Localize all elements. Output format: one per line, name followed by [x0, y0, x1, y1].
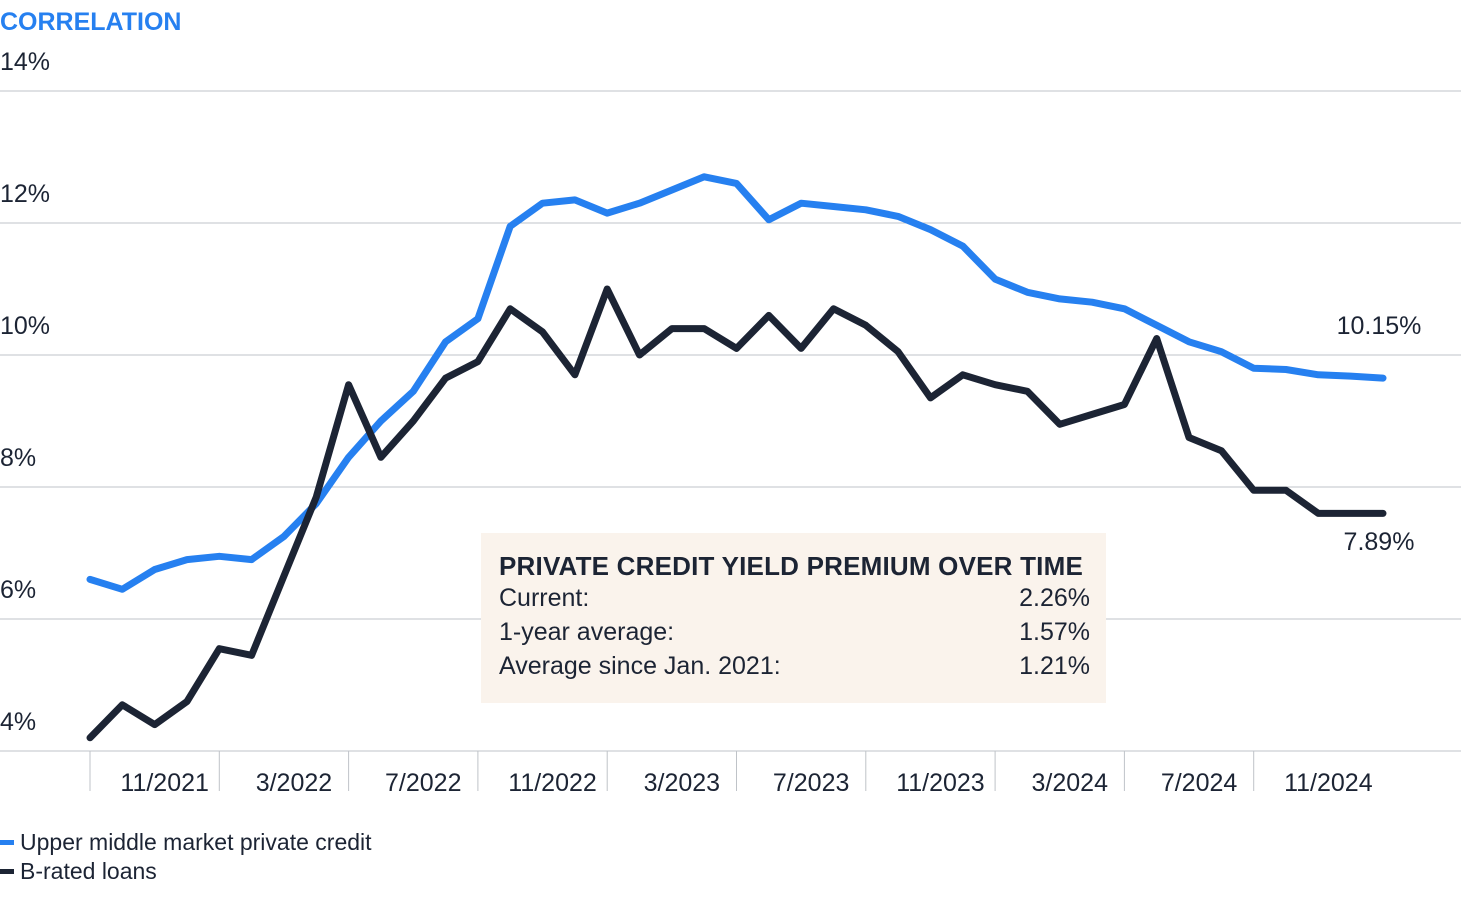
x-tick-label: 11/2022	[508, 769, 597, 797]
annotation-row-current: Current: 2.26%	[499, 581, 1090, 615]
annotation-value: 1.21%	[1019, 652, 1090, 680]
x-tick-label: 11/2024	[1284, 769, 1373, 797]
annotation-label: Current:	[499, 584, 590, 612]
x-tick-label: 3/2023	[644, 769, 720, 797]
x-axis-ticks: 11/2021 3/2022 7/2022 11/2022 3/2023 7/2023 11…	[89, 751, 1373, 797]
x-tick-label: 7/2024	[1161, 769, 1238, 797]
annotation-value: 2.26%	[1019, 584, 1090, 612]
annotation-row-1yr-average: 1-year average: 1.57%	[499, 615, 1090, 649]
annotation-value: 1.57%	[1019, 618, 1090, 646]
private-credit-line	[86, 173, 1387, 593]
legend-label: Upper middle market private credit	[20, 829, 372, 855]
y-tick-label: 4%	[0, 708, 36, 736]
x-tick-label: 11/2023	[896, 769, 985, 797]
x-tick-label: 11/2021	[120, 769, 209, 797]
y-tick-label: 8%	[0, 444, 36, 472]
private-credit-end-label: 10.15%	[1337, 312, 1422, 340]
y-tick-label: 14%	[0, 48, 50, 76]
x-tick-label: 7/2022	[385, 769, 461, 797]
yield-premium-annotation-box: PRIVATE CREDIT YIELD PREMIUM OVER TIME C…	[481, 533, 1106, 703]
x-tick-label: 3/2024	[1032, 769, 1109, 797]
y-tick-label: 10%	[0, 312, 50, 340]
y-axis-ticks: 14% 12% 10% 8% 6% 4%	[0, 48, 50, 736]
legend: Upper middle market private credit B-rat…	[0, 828, 372, 886]
legend-label: B-rated loans	[20, 858, 157, 884]
chart-title: CORRELATION	[0, 8, 181, 36]
x-tick-label: 3/2022	[256, 769, 332, 797]
annotation-label: Average since Jan. 2021:	[499, 652, 781, 680]
legend-swatch-blue	[0, 840, 14, 845]
annotation-label: 1-year average:	[499, 618, 675, 646]
y-tick-label: 12%	[0, 180, 50, 208]
b-rated-loans-end-label: 7.89%	[1344, 528, 1415, 556]
annotation-row-average-since-jan-2021: Average since Jan. 2021: 1.21%	[499, 649, 1090, 683]
legend-item-private-credit: Upper middle market private credit	[0, 828, 372, 857]
y-tick-label: 6%	[0, 576, 36, 604]
legend-swatch-navy	[0, 869, 14, 874]
x-tick-label: 7/2023	[773, 769, 849, 797]
legend-item-b-rated-loans: B-rated loans	[0, 857, 372, 886]
b-rated-loans-line	[86, 285, 1387, 742]
annotation-title: PRIVATE CREDIT YIELD PREMIUM OVER TIME	[499, 551, 1083, 581]
series-lines	[86, 173, 1387, 742]
